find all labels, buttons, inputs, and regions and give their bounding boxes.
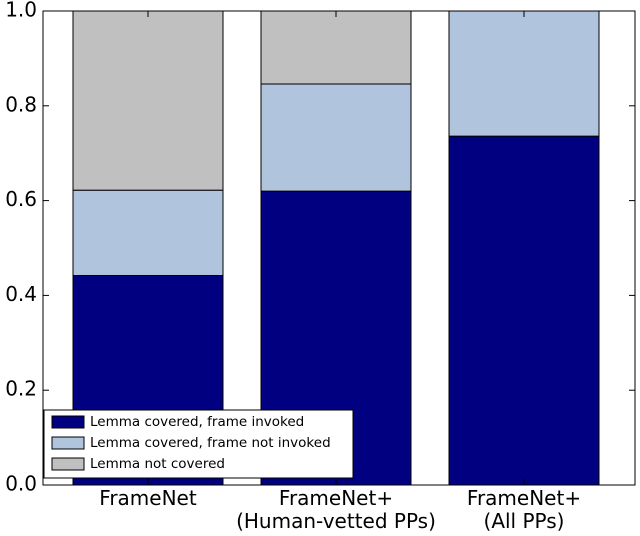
x-tick-label: FrameNet: [99, 486, 197, 510]
legend-label: Lemma covered, frame not invoked: [90, 435, 331, 451]
y-tick-label: 0.0: [5, 472, 37, 496]
legend-label: Lemma covered, frame invoked: [90, 414, 304, 430]
axes-frame: [42, 10, 636, 486]
y-tick-label: 0.6: [5, 187, 37, 211]
y-tick-label: 0.4: [5, 282, 37, 306]
legend-label: Lemma not covered: [90, 456, 225, 472]
bar-segment: [260, 10, 412, 85]
y-tick-label: 0.8: [5, 92, 37, 116]
y-tick-label: 0.2: [5, 377, 37, 401]
bar-segment: [448, 135, 600, 486]
legend-swatch: [51, 457, 85, 471]
y-tick-label: 1.0: [5, 0, 37, 22]
x-tick-label: FrameNet+ (All PPs): [466, 486, 582, 533]
legend-swatch: [51, 436, 85, 450]
x-tick-label: FrameNet+ (Human-vetted PPs): [236, 486, 436, 533]
bar-segment: [448, 10, 600, 137]
legend-box: [43, 409, 354, 479]
bar-segment: [72, 189, 224, 276]
bar-segment: [72, 10, 224, 191]
legend-swatch: [51, 415, 85, 429]
legend: Lemma covered, frame invoked Lemma covere…: [43, 409, 354, 479]
bar-segment: [260, 83, 412, 192]
